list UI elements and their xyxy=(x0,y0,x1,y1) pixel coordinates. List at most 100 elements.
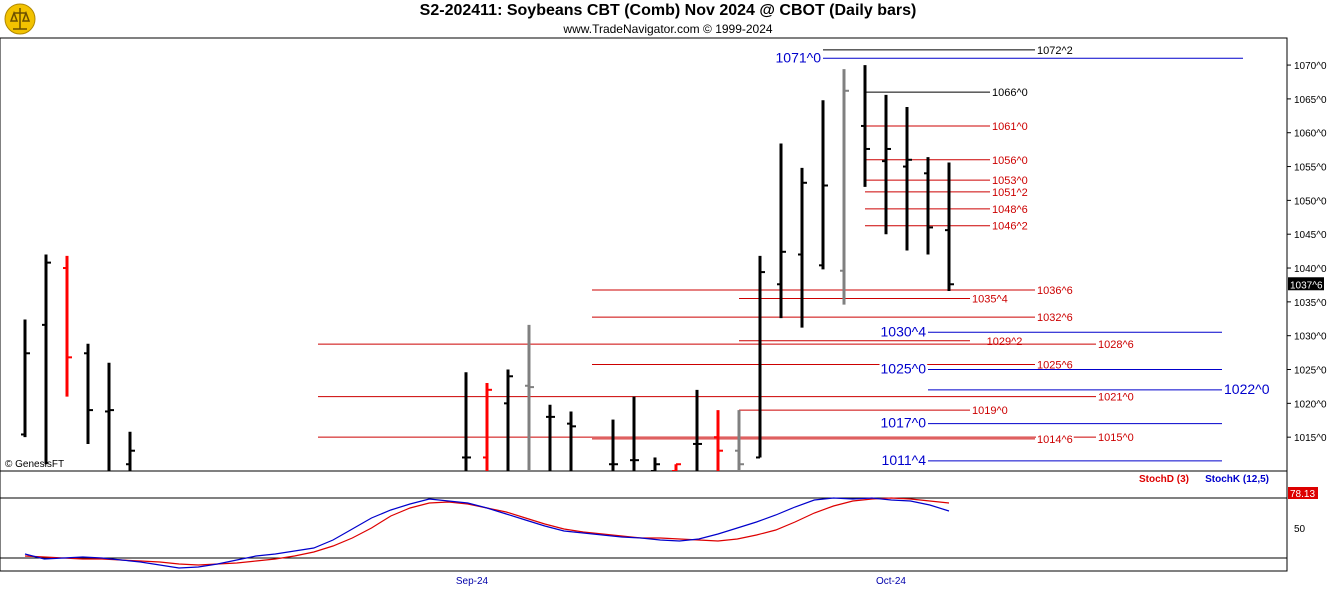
level-label-bg xyxy=(991,175,1029,188)
ohlc-bar xyxy=(567,411,576,471)
price-axis: 1015^0 1020^0 1025^0 1030^0 1035^0 1040^0 1045… xyxy=(1287,61,1327,444)
level-label-bg xyxy=(1097,391,1135,404)
level-label-bg xyxy=(1036,433,1074,446)
y-tick-label: 1030^0 xyxy=(1294,332,1327,343)
ohlc-bar xyxy=(504,369,513,471)
price-levels: 1072^2 1071^0 1066^0 1061^0 1056^0 1053^01051… xyxy=(318,44,1271,468)
stoch-last-label: 78.13 xyxy=(1290,489,1315,500)
stoch-series-line xyxy=(24,497,950,569)
ohlc-bar xyxy=(672,463,681,471)
level-label-bg xyxy=(1097,339,1135,352)
y-tick-label: 1060^0 xyxy=(1294,129,1327,140)
level-label: 1072^2 xyxy=(1037,45,1073,57)
ohlc-bar xyxy=(840,69,849,305)
ohlc-bar xyxy=(84,343,93,444)
date-axis: Sep-24 Oct-24 xyxy=(456,576,907,587)
level-label-bg xyxy=(879,414,928,431)
level-label-bg xyxy=(879,360,928,377)
level-label: 1071^0 xyxy=(776,49,822,65)
stochastic-panel: 50 StochD (3) StochK (12,5) 78.13 xyxy=(0,474,1318,569)
level-label: 1061^0 xyxy=(992,121,1028,133)
ohlc-bar xyxy=(777,143,786,319)
ohlc-bar xyxy=(819,100,828,270)
stochk-legend: StochK (12,5) xyxy=(1205,474,1269,485)
stoch-tick-label: 50 xyxy=(1294,524,1306,535)
level-label: 1015^0 xyxy=(1098,432,1134,444)
ohlc-bar xyxy=(903,107,912,251)
level-label: 1017^0 xyxy=(881,415,927,431)
level-label-bg xyxy=(1223,380,1271,397)
ohlc-bar xyxy=(483,383,492,471)
x-tick-label: Oct-24 xyxy=(876,576,906,587)
level-label: 1035^4 xyxy=(972,293,1008,305)
y-tick-label: 1065^0 xyxy=(1294,95,1327,106)
level-label: 1014^6 xyxy=(1037,434,1073,446)
ohlc-bar xyxy=(798,167,807,328)
ohlc-bar xyxy=(105,362,114,471)
level-label-bg xyxy=(1036,312,1074,325)
y-tick-label: 1015^0 xyxy=(1294,433,1327,444)
ohlc-bar xyxy=(756,255,765,459)
level-label: 1056^0 xyxy=(992,155,1028,167)
ohlc-bar xyxy=(924,157,933,255)
level-label-bg xyxy=(991,186,1029,199)
y-tick-label: 1020^0 xyxy=(1294,399,1327,410)
watermark: © GenesisFT xyxy=(5,459,64,470)
level-label: 1028^6 xyxy=(1098,339,1134,351)
level-label: 1046^2 xyxy=(992,221,1028,233)
level-label-bg xyxy=(1097,432,1135,445)
ohlc-bar xyxy=(462,372,471,471)
y-tick-label: 1035^0 xyxy=(1294,298,1327,309)
level-label: 1025^6 xyxy=(1037,359,1073,371)
level-label: 1051^2 xyxy=(992,187,1028,199)
ohlc-bar xyxy=(609,419,618,471)
ohlc-bar xyxy=(21,319,30,438)
level-label-bg xyxy=(880,451,928,468)
ohlc-bar xyxy=(546,404,555,471)
level-label-bg xyxy=(1036,44,1074,57)
chart-subtitle: www.TradeNavigator.com © 1999-2024 xyxy=(563,22,773,36)
level-label: 1053^0 xyxy=(992,175,1028,187)
level-label: 1022^0 xyxy=(1224,381,1270,397)
ohlc-bar xyxy=(693,389,702,471)
level-label-bg xyxy=(991,203,1029,216)
level-label-bg xyxy=(971,405,1009,418)
ohlc-bar xyxy=(630,396,639,471)
chart-title: S2-202411: Soybeans CBT (Comb) Nov 2024 … xyxy=(419,2,917,19)
level-label: 1029^2 xyxy=(987,336,1023,348)
plot-frame xyxy=(0,37,1288,572)
level-label-bg xyxy=(1036,285,1074,298)
level-label: 1021^0 xyxy=(1098,392,1134,404)
level-label: 1019^0 xyxy=(972,405,1008,417)
y-tick-label: 1025^0 xyxy=(1294,366,1327,377)
stoch-last-marker xyxy=(1288,487,1318,499)
level-label-bg xyxy=(774,49,823,66)
ohlc-bar xyxy=(63,255,72,397)
chart-header: S2-202411: Soybeans CBT (Comb) Nov 2024 … xyxy=(0,0,1336,38)
last-price-label: 1037^6 xyxy=(1290,280,1323,291)
level-label-bg xyxy=(971,293,1009,306)
level-label: 1025^0 xyxy=(881,361,927,377)
ohlc-bar xyxy=(126,431,135,471)
level-label: 1011^4 xyxy=(882,452,927,468)
y-tick-label: 1045^0 xyxy=(1294,230,1327,241)
level-label-bg xyxy=(991,120,1029,133)
level-label: 1036^6 xyxy=(1037,285,1073,297)
ohlc-bar xyxy=(525,324,534,471)
ohlc-bar xyxy=(714,410,723,471)
level-label-bg xyxy=(879,323,928,340)
level-label-bg xyxy=(985,335,1024,348)
y-tick-label: 1055^0 xyxy=(1294,163,1327,174)
y-tick-label: 1070^0 xyxy=(1294,61,1327,72)
last-price-marker xyxy=(1288,277,1324,291)
level-label-bg xyxy=(991,87,1029,100)
ohlc-bar xyxy=(651,457,660,471)
y-tick-label: 1050^0 xyxy=(1294,196,1327,207)
level-label-bg xyxy=(991,154,1029,167)
level-label: 1032^6 xyxy=(1037,312,1073,324)
x-tick-label: Sep-24 xyxy=(456,576,489,587)
y-tick-label: 1040^0 xyxy=(1294,264,1327,275)
stochd-legend: StochD (3) xyxy=(1139,474,1189,485)
level-label-bg xyxy=(1036,359,1074,372)
